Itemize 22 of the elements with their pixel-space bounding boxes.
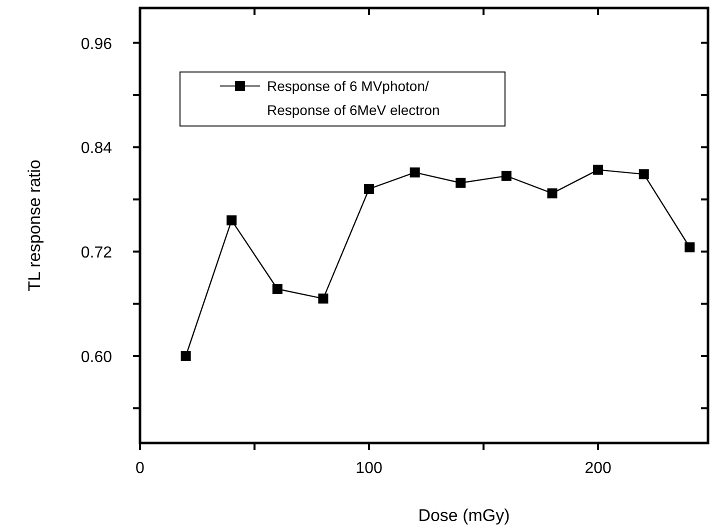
point xyxy=(180,351,191,361)
x-tick-label: 0 xyxy=(136,460,145,477)
y-tick-label: 0.84 xyxy=(80,140,112,158)
y-tick-label: 0.96 xyxy=(80,36,112,53)
y-axis-title: TL response ratio xyxy=(25,160,44,292)
point xyxy=(410,167,420,178)
point xyxy=(456,178,466,188)
x-axis-title: Dose (mGy) xyxy=(418,506,510,525)
point xyxy=(272,284,282,294)
point xyxy=(638,169,649,180)
point xyxy=(684,242,695,252)
x-tick-label: 100 xyxy=(356,460,382,477)
point xyxy=(501,170,512,181)
point xyxy=(318,294,328,304)
point xyxy=(593,164,604,175)
y-tick-label: 0.72 xyxy=(80,244,112,262)
point xyxy=(547,188,558,198)
y-tick-label: 0.60 xyxy=(80,349,112,366)
point xyxy=(364,184,374,194)
x-tick-label: 200 xyxy=(584,460,612,477)
legend-label: Response of 6 MVphoton/ Response of 6MeV electron xyxy=(267,78,440,118)
point xyxy=(226,215,237,226)
